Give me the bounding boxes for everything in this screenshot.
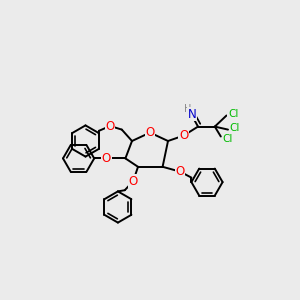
Text: O: O: [129, 175, 138, 188]
Text: O: O: [102, 152, 111, 165]
Text: Cl: Cl: [230, 123, 240, 134]
Text: O: O: [146, 126, 154, 139]
Text: O: O: [106, 119, 115, 133]
Text: Cl: Cl: [228, 109, 238, 119]
Text: Cl: Cl: [222, 134, 233, 144]
Text: O: O: [176, 165, 184, 178]
Text: H: H: [184, 104, 191, 114]
Text: N: N: [188, 107, 196, 121]
Text: O: O: [179, 129, 188, 142]
